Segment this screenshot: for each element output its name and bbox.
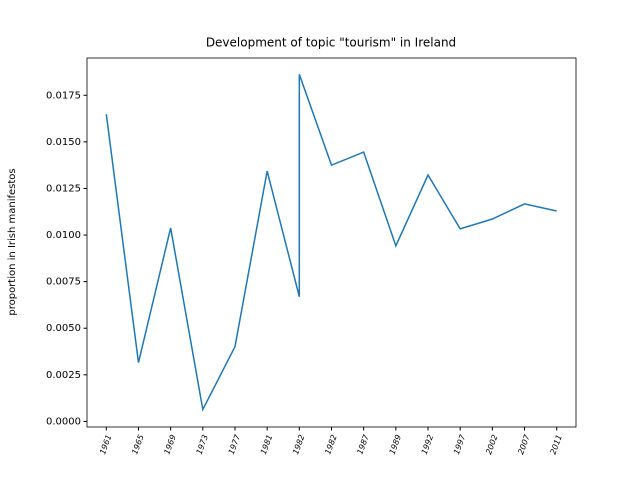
x-tick-label: 1969 (162, 433, 177, 455)
x-tick-label: 2002 (484, 433, 499, 455)
x-tick-label: 1997 (452, 433, 468, 456)
x-tick-label: 1982 (323, 433, 338, 455)
x-tick-label: 1965 (130, 433, 145, 455)
x-tick-label: 1982 (291, 433, 306, 455)
x-tick-label: 1961 (98, 433, 113, 455)
y-tick-label: 0.0050 (46, 323, 81, 334)
y-tick-label: 0.0100 (46, 230, 81, 241)
y-tick-label: 0.0025 (46, 370, 81, 381)
x-tick-label: 1992 (420, 433, 435, 455)
x-tick-label: 1981 (259, 433, 274, 455)
y-tick-label: 0.0125 (46, 183, 81, 194)
x-tick-label: 2011 (549, 433, 564, 455)
chart-title: Development of topic "tourism" in Irelan… (206, 36, 456, 50)
y-tick-label: 0.0175 (46, 90, 81, 101)
x-tick-label: 1973 (195, 433, 210, 455)
y-tick-label: 0.0150 (46, 137, 81, 148)
x-tick-label: 1977 (227, 433, 243, 456)
y-tick-label: 0.0000 (46, 416, 81, 427)
y-axis-label: proportion in Irish manifestos (7, 168, 18, 315)
x-tick-label: 2007 (516, 433, 532, 456)
x-tick-label: 1989 (388, 433, 403, 455)
y-tick-label: 0.0075 (46, 277, 81, 288)
data-line (105, 74, 557, 412)
plot-frame (86, 57, 577, 428)
x-tick-label: 1987 (355, 433, 371, 456)
